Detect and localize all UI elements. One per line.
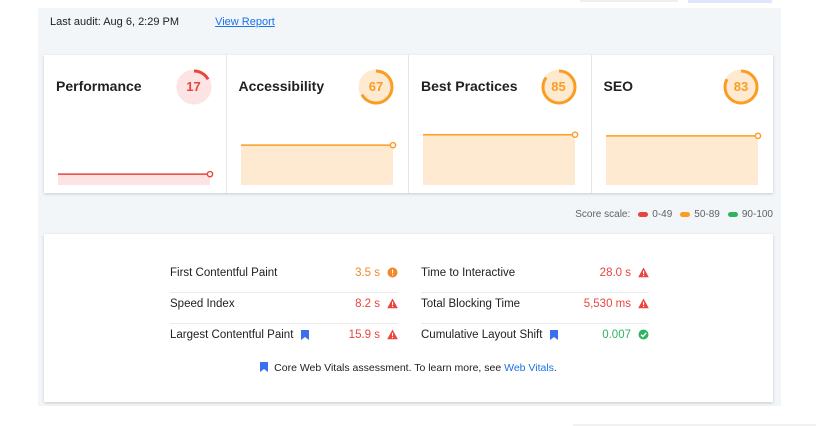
metric-label: Largest Contentful Paint [170, 329, 294, 341]
metric-row: Largest Contentful Paint 15.9 s [170, 324, 398, 354]
bookmark-icon [550, 330, 559, 340]
gauge-arc [176, 69, 211, 105]
legend-swatch-red [638, 212, 649, 217]
fail-triangle-icon [387, 298, 398, 309]
sparkline-area [58, 174, 210, 185]
metric-label: Total Blocking Time [421, 298, 521, 310]
view-report-link[interactable]: View Report [215, 16, 275, 28]
score-value: 17 [186, 79, 201, 94]
metric-value: 28.0 s [599, 267, 631, 279]
pass-check-icon [638, 329, 649, 340]
score-scale-legend: Score scale: 0-49 50-89 90-100 [575, 209, 773, 220]
score-sparkline [605, 132, 761, 185]
metric-value: 5,530 ms [583, 298, 631, 310]
legend-range-pass: 90-100 [741, 209, 773, 220]
footnote-text: Core Web Vitals assessment. To learn mor… [274, 362, 505, 374]
bookmark-icon [260, 362, 269, 372]
metric-value: 3.5 s [355, 267, 380, 279]
score-card-accessibility[interactable]: Accessibility 67 [227, 55, 409, 193]
metrics-column-right: Time to Interactive 28.0 s Total Blockin… [421, 262, 649, 354]
metric-value: 0.007 [602, 329, 631, 341]
score-value: 85 [551, 79, 566, 94]
sparkline-endpoint [389, 141, 396, 149]
top-tab-indicator [688, 0, 772, 3]
audit-header: Last audit: Aug 6, 2:29 PM View Report [50, 16, 275, 28]
metric-label: Speed Index [170, 298, 235, 310]
legend-swatch-orange [680, 212, 691, 217]
web-vitals-link[interactable]: Web Vitals [504, 362, 554, 374]
gauge-arc [723, 69, 759, 105]
sparkline-area [605, 135, 758, 185]
last-audit-text: Last audit: Aug 6, 2:29 PM [50, 16, 180, 28]
metric-value: 15.9 s [348, 329, 380, 341]
footnote-period: . [553, 362, 557, 374]
fail-triangle-icon [638, 298, 649, 309]
score-value: 67 [368, 79, 384, 94]
score-value: 83 [733, 79, 749, 94]
core-web-vitals-note: Core Web Vitals assessment. To learn mor… [44, 362, 773, 374]
fail-triangle-icon [387, 329, 398, 340]
sparkline-endpoint [206, 170, 214, 178]
average-circle-icon [387, 267, 398, 278]
score-card-best-practices[interactable]: Best Practices 85 [409, 55, 592, 193]
score-cards: Performance 17 Accessibility 67 Best Pra… [44, 55, 773, 193]
metrics-column-left: First Contentful Paint 3.5 s Speed Index… [170, 262, 398, 354]
gauge-arc [358, 69, 394, 105]
sparkline-area [240, 145, 393, 185]
card-title: Performance [56, 78, 142, 94]
score-card-seo[interactable]: SEO 83 [592, 55, 774, 193]
score-gauge [358, 69, 394, 105]
bookmark-icon [301, 330, 310, 340]
score-sparkline [423, 131, 579, 185]
metric-row: Total Blocking Time 5,530 ms [421, 293, 649, 324]
metric-label: First Contentful Paint [170, 267, 278, 279]
score-sparkline [58, 170, 214, 185]
legend-range-average: 50-89 [694, 209, 720, 220]
metric-label: Cumulative Layout Shift [421, 329, 543, 341]
card-title: Accessibility [238, 78, 325, 94]
sparkline-area [423, 134, 575, 185]
score-gauge [541, 69, 576, 105]
metric-row: First Contentful Paint 3.5 s [170, 262, 398, 293]
gauge-arc [541, 69, 576, 105]
metric-row: Time to Interactive 28.0 s [421, 262, 649, 293]
score-scale-label: Score scale: [575, 209, 631, 220]
score-card-performance[interactable]: Performance 17 [44, 55, 227, 193]
score-gauge [176, 69, 211, 105]
metric-label: Time to Interactive [421, 267, 516, 279]
sparkline-endpoint [754, 132, 761, 140]
bottom-divider [573, 424, 816, 426]
card-title: Best Practices [421, 78, 518, 94]
metric-row: Cumulative Layout Shift 0.007 [421, 324, 649, 354]
score-gauge [723, 69, 759, 105]
top-divider [580, 0, 678, 2]
legend-swatch-green [727, 212, 738, 217]
metric-value: 8.2 s [355, 298, 380, 310]
sparkline-endpoint [571, 131, 579, 138]
fail-triangle-icon [638, 267, 649, 278]
metric-row: Speed Index 8.2 s [170, 293, 398, 324]
card-title: SEO [603, 78, 634, 94]
legend-range-fail: 0-49 [652, 209, 673, 220]
score-sparkline [240, 141, 396, 185]
metrics-panel: First Contentful Paint 3.5 s Speed Index… [44, 234, 773, 402]
